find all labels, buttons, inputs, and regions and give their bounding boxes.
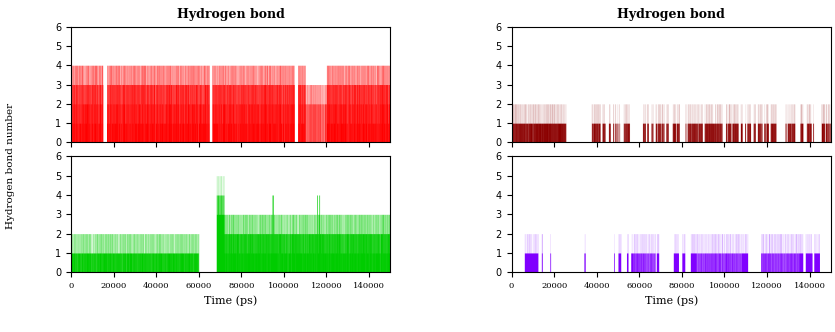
X-axis label: Time (ps): Time (ps) (204, 295, 257, 306)
X-axis label: Time (ps): Time (ps) (645, 295, 698, 306)
Text: Hydrogen bond number: Hydrogen bond number (6, 103, 14, 229)
Title: Hydrogen bond: Hydrogen bond (177, 8, 285, 21)
Title: Hydrogen bond: Hydrogen bond (617, 8, 725, 21)
